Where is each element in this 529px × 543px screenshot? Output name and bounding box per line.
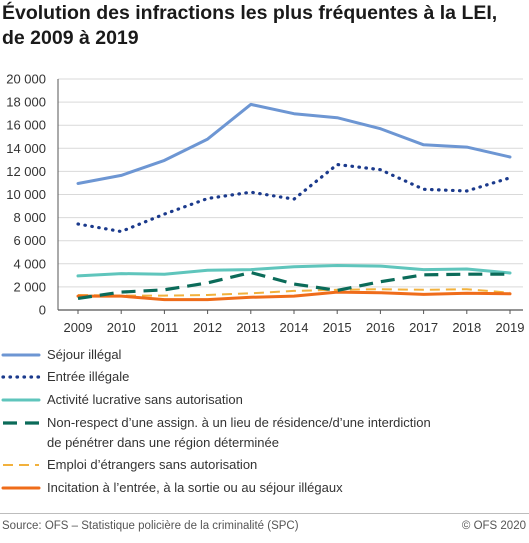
chart-series bbox=[76, 102, 512, 302]
copyright-note: © OFS 2020 bbox=[461, 520, 526, 532]
x-axis-ticks: 2009 2010 2011 2012 2013 2014 2015 2016 2017 2018… bbox=[64, 320, 525, 335]
x-tick-label: 2013 bbox=[236, 320, 265, 335]
y-tick-label: 0 bbox=[39, 303, 46, 318]
y-tick-label: 2 000 bbox=[13, 279, 46, 294]
y-tick-label: 14 000 bbox=[6, 141, 46, 156]
line-chart: 0 2 000 4 000 6 000 8 000 10 000 12 000 14 000 1… bbox=[1, 72, 525, 495]
y-tick-label: 6 000 bbox=[13, 233, 46, 248]
series-line-3 bbox=[77, 270, 510, 300]
legend-label-1: Entrée illégale bbox=[47, 369, 129, 384]
legend-label-5: Incitation à l’entrée, à la sortie ou au… bbox=[47, 480, 343, 495]
y-axis-ticks: 0 2 000 4 000 6 000 8 000 10 000 12 000 14 000 1… bbox=[6, 72, 46, 318]
y-tick-label: 20 000 bbox=[6, 72, 46, 87]
legend-label-0: Séjour illégal bbox=[47, 347, 122, 362]
y-tick-label: 8 000 bbox=[13, 210, 46, 225]
x-tick-label: 2011 bbox=[150, 320, 178, 335]
legend-label-3: Non-respect d’une assign. à un lieu de r… bbox=[47, 415, 431, 450]
y-tick-label: 4 000 bbox=[13, 256, 46, 271]
series-line-2 bbox=[76, 264, 512, 278]
chart-title: Évolution des infractions les plus fréqu… bbox=[2, 1, 527, 51]
series-line-1 bbox=[76, 162, 512, 234]
chart-title-line-2: de 2009 à 2019 bbox=[2, 27, 139, 49]
x-tick-label: 2018 bbox=[452, 320, 481, 335]
chart-grid bbox=[57, 78, 523, 314]
x-tick-label: 2012 bbox=[193, 320, 222, 335]
x-tick-label: 2017 bbox=[409, 320, 438, 335]
legend-label-4: Emploi d’étrangers sans autorisation bbox=[47, 457, 257, 472]
y-tick-label: 10 000 bbox=[6, 187, 46, 202]
y-tick-label: 12 000 bbox=[6, 164, 46, 179]
chart-title-line-1: Évolution des infractions les plus fréqu… bbox=[2, 2, 498, 24]
series-line-4 bbox=[77, 288, 511, 297]
y-tick-label: 16 000 bbox=[6, 118, 46, 133]
x-tick-label: 2009 bbox=[64, 320, 93, 335]
source-note: Source: OFS – Statistique policière de l… bbox=[2, 520, 299, 532]
x-tick-label: 2010 bbox=[107, 320, 136, 335]
series-line-5 bbox=[76, 290, 512, 302]
series-line-0 bbox=[76, 102, 512, 185]
x-tick-label: 2019 bbox=[496, 320, 525, 335]
footer-divider bbox=[0, 513, 529, 514]
legend-label-2: Activité lucrative sans autorisation bbox=[47, 392, 243, 407]
x-tick-label: 2014 bbox=[280, 320, 309, 335]
x-tick-label: 2015 bbox=[323, 320, 352, 335]
y-tick-label: 18 000 bbox=[6, 95, 46, 110]
x-tick-label: 2016 bbox=[366, 320, 395, 335]
chart-legend: Séjour illégal Entrée illégale Activité lu… bbox=[1, 347, 431, 495]
